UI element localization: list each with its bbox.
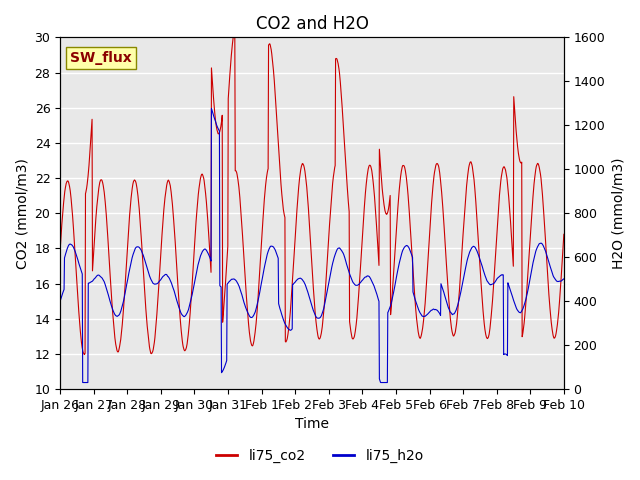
li75_h2o	[164, 274, 172, 279]
li75_h2o	[560, 276, 568, 282]
li75_co2	[81, 352, 88, 358]
li75_co2	[560, 231, 568, 237]
li75_h2o	[370, 282, 378, 288]
li75_h2o	[361, 275, 369, 280]
Legend: li75_co2, li75_h2o: li75_co2, li75_h2o	[211, 443, 429, 468]
li75_co2	[560, 233, 568, 239]
Y-axis label: CO2 (mmol/m3): CO2 (mmol/m3)	[15, 158, 29, 269]
Title: CO2 and H2O: CO2 and H2O	[255, 15, 369, 33]
li75_h2o	[513, 305, 520, 311]
li75_h2o	[56, 298, 64, 304]
li75_co2	[56, 247, 64, 252]
li75_co2	[164, 178, 172, 183]
Line: li75_h2o: li75_h2o	[60, 108, 564, 383]
li75_h2o	[197, 252, 205, 258]
Line: li75_co2: li75_co2	[60, 37, 564, 355]
li75_h2o	[79, 380, 86, 385]
Text: SW_flux: SW_flux	[70, 51, 132, 65]
li75_h2o	[560, 276, 568, 282]
li75_co2	[197, 173, 205, 179]
li75_co2	[513, 130, 520, 135]
li75_co2	[370, 185, 378, 191]
Y-axis label: H2O (mmol/m3): H2O (mmol/m3)	[611, 157, 625, 269]
li75_h2o	[207, 106, 215, 111]
li75_co2	[361, 195, 369, 201]
X-axis label: Time: Time	[295, 418, 329, 432]
li75_co2	[230, 35, 237, 40]
